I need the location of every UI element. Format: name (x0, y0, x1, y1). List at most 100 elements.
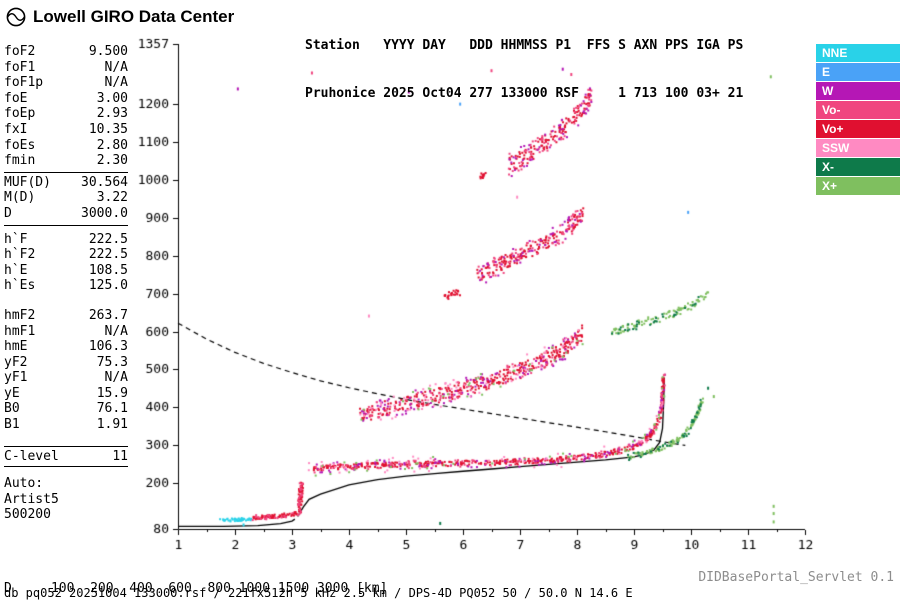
param-value: N/A (104, 75, 128, 91)
param-row: fmin 2.30 (4, 153, 128, 169)
param-row: yE 15.9 (4, 386, 128, 402)
param-label: h`F2 (4, 247, 36, 263)
param-label: hmF1 (4, 323, 36, 339)
param-value: 75.3 (96, 354, 128, 370)
param-label: h`F (4, 231, 28, 247)
param-label: D (4, 205, 12, 221)
param-row: h`Es 125.0 (4, 278, 128, 294)
distance-value: 600 (168, 581, 192, 596)
param-group-muf: MUF(D) 30.564 M(D) 3.22 D 3000.0 (4, 173, 128, 226)
legend-item-w: W (816, 82, 900, 100)
param-group-heights: h`F 222.5 h`F2 222.5 h`E 108.5 h`Es 125.0 (4, 230, 128, 297)
param-label: yF2 (4, 354, 28, 370)
param-group-clevel: C-level 11 (4, 445, 128, 468)
param-row: foEp 2.93 (4, 106, 128, 122)
param-value: N/A (104, 323, 128, 339)
param-value: 106.3 (88, 339, 128, 355)
param-label: B0 (4, 401, 20, 417)
param-value: 3000.0 (81, 205, 128, 221)
distance-value: 3000 (316, 581, 349, 596)
distance-row: D 100 200 400 600 800 1000 1500 3000 [km] (4, 582, 395, 596)
param-label: hmF2 (4, 307, 36, 323)
param-label: fmin (4, 153, 36, 169)
param-value: 15.9 (96, 385, 128, 401)
legend-item-x-plus: X+ (816, 177, 900, 195)
auto-line: Auto: (4, 476, 44, 492)
distance-value: 400 (129, 581, 153, 596)
distance-value: 200 (90, 581, 114, 596)
param-row: yF1 N/A (4, 370, 128, 386)
legend-item-nne: NNE (816, 44, 900, 62)
echo-direction-legend: NNE E W Vo- Vo+ SSW X- X+ (816, 44, 900, 196)
param-row: yF2 75.3 (4, 355, 128, 371)
param-row: hmF2 263.7 (4, 308, 128, 324)
param-value: 125.0 (88, 278, 128, 294)
param-row: M(D) 3.22 (4, 190, 128, 206)
station-header: Station YYYY DAY DDD HHMMSS P1 FFS S AXN… (305, 6, 743, 134)
distance-value: 800 (207, 581, 231, 596)
param-value: 2.80 (96, 137, 128, 153)
param-label: foF1p (4, 75, 44, 91)
distance-value: 1000 (238, 581, 271, 596)
param-value: 11 (112, 448, 128, 464)
param-label: foE (4, 90, 28, 106)
param-value: 1.91 (96, 417, 128, 433)
param-label: M(D) (4, 190, 36, 206)
param-row: B1 1.91 (4, 417, 128, 433)
param-value: 2.30 (96, 153, 128, 169)
param-value: 3.22 (96, 190, 128, 206)
param-value: 222.5 (88, 247, 128, 263)
servlet-version: DIDBasePortal_Servlet 0.1 (698, 570, 894, 585)
legend-item-vo-plus: Vo+ (816, 120, 900, 138)
measurement-status-line: db pq052 20251004 133000.rsf / 221fx512h… (4, 586, 633, 600)
param-row: MUF(D) 30.564 (4, 175, 128, 191)
param-label: foF2 (4, 44, 36, 59)
param-label: yE (4, 385, 20, 401)
param-label: B1 (4, 417, 20, 433)
legend-item-e: E (816, 63, 900, 81)
legend-item-vo-minus: Vo- (816, 101, 900, 119)
param-value: 10.35 (88, 121, 128, 137)
param-row: C-level 11 (4, 449, 128, 465)
param-value: 108.5 (88, 262, 128, 278)
param-row: h`F 222.5 (4, 232, 128, 248)
param-label: C-level (4, 448, 59, 464)
brand-title: Lowell GIRO Data Center (33, 7, 235, 26)
param-label: h`E (4, 262, 28, 278)
param-label: MUF(D) (4, 174, 51, 190)
param-row: foE 3.00 (4, 91, 128, 107)
legend-item-x-minus: X- (816, 158, 900, 176)
param-value: 76.1 (96, 401, 128, 417)
param-row: h`F2 222.5 (4, 247, 128, 263)
param-row: h`E 108.5 (4, 263, 128, 279)
param-value: 222.5 (88, 231, 128, 247)
param-row: foEs 2.80 (4, 138, 128, 154)
distance-cells: 100 200 400 600 800 1000 1500 3000 (35, 581, 348, 596)
param-label: h`Es (4, 278, 36, 294)
param-row: hmF1 N/A (4, 324, 128, 340)
distance-unit: [km] (356, 581, 388, 596)
param-row: D 3000.0 (4, 206, 128, 222)
parameter-panel: foF2 9.500 foF1 N/A foF1p N/A foE 3.00 foEp 2.93 f… (4, 42, 128, 526)
param-row: foF2 9.500 (4, 44, 128, 60)
param-value: 263.7 (88, 307, 128, 323)
autoscaling-info: Auto: Artist5 500200 (4, 474, 128, 526)
param-value: N/A (104, 370, 128, 386)
param-value: 2.93 (96, 106, 128, 122)
param-group-profile: hmF2 263.7 hmF1 N/A hmE 106.3 yF2 75.3 yF1 N/A yE 1… (4, 306, 128, 436)
param-group-frequencies: foF2 9.500 foF1 N/A foF1p N/A foE 3.00 foEp 2.93 f… (4, 42, 128, 173)
distance-row-label: D (4, 581, 12, 596)
param-label: hmE (4, 339, 28, 355)
brand-header: Lowell GIRO Data Center (5, 6, 234, 28)
param-label: foEs (4, 137, 36, 153)
param-value: 30.564 (81, 174, 128, 190)
param-value: 9.500 (88, 44, 128, 59)
station-header-labels: Station YYYY DAY DDD HHMMSS P1 FFS S AXN… (305, 38, 744, 53)
station-header-values: Pruhonice 2025 Oct04 277 133000 RSF 1 71… (305, 86, 744, 101)
distance-value: 1500 (277, 581, 310, 596)
param-value: N/A (104, 59, 128, 75)
param-row: B0 76.1 (4, 401, 128, 417)
